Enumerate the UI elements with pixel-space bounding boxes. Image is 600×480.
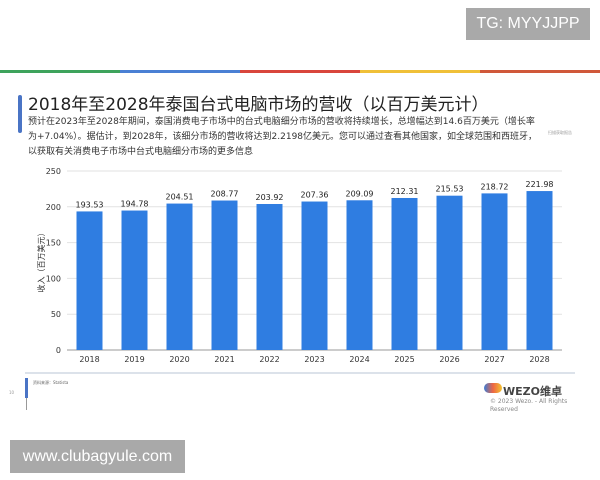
- x-tick-label: 2027: [484, 355, 504, 364]
- y-tick-label: 200: [46, 203, 61, 212]
- bar: [76, 211, 103, 350]
- y-tick-label: 100: [46, 274, 61, 283]
- bar: [121, 210, 148, 350]
- logo-text: WEZO维卓: [503, 385, 562, 398]
- x-tick-label: 2028: [529, 355, 549, 364]
- stripe-segment: [360, 70, 480, 73]
- data-label: 204.51: [166, 193, 194, 202]
- x-tick-label: 2025: [394, 355, 414, 364]
- x-tick-label: 2018: [79, 355, 99, 364]
- stripe-segment: [480, 70, 600, 73]
- data-label: 207.36: [301, 191, 329, 200]
- y-tick-label: 0: [56, 346, 61, 355]
- data-label: 212.31: [391, 187, 419, 196]
- bar: [166, 203, 193, 350]
- color-stripe: [0, 70, 600, 73]
- watermark-top: TG: MYYJJPP: [466, 8, 590, 40]
- data-label: 193.53: [76, 200, 104, 209]
- x-tick-label: 2020: [169, 355, 189, 364]
- side-note: 扫描获取报告: [548, 130, 572, 135]
- data-label: 203.92: [256, 193, 284, 202]
- data-label: 218.72: [481, 182, 509, 191]
- y-tick-label: 250: [46, 167, 61, 176]
- x-tick-label: 2023: [304, 355, 324, 364]
- source-text: 资料来源：Statista: [33, 380, 69, 385]
- x-tick-label: 2022: [259, 355, 279, 364]
- page-number: 10: [9, 390, 15, 395]
- bar: [211, 200, 238, 350]
- y-tick-label: 50: [51, 310, 61, 319]
- copyright: © 2023 Wezo. - All Rights Reserved: [490, 398, 568, 413]
- watermark-bottom: www.clubagyule.com: [10, 440, 185, 473]
- data-label: 208.77: [211, 190, 239, 199]
- source-accent: [25, 378, 28, 398]
- data-label: 194.78: [121, 200, 149, 209]
- bar: [301, 201, 328, 350]
- bar: [436, 195, 463, 350]
- bar: [256, 203, 283, 350]
- stripe-segment: [0, 70, 120, 73]
- wezo-logo-icon: [484, 383, 502, 393]
- description: 预计在2023年至2028年期间，泰国消费电子市场中的台式电脑细分市场的营收将持…: [28, 117, 538, 157]
- source-divider: [26, 398, 27, 410]
- data-label: 209.09: [346, 189, 374, 198]
- x-tick-label: 2026: [439, 355, 459, 364]
- data-label: 215.53: [436, 185, 464, 194]
- bar: [526, 191, 553, 350]
- stripe-segment: [240, 70, 360, 73]
- y-tick-label: 150: [46, 239, 61, 248]
- data-label: 221.98: [526, 180, 554, 189]
- x-tick-label: 2024: [349, 355, 369, 364]
- x-tick-label: 2019: [124, 355, 144, 364]
- page-title: 2018年至2028年泰国台式电脑市场的营收（以百万美元计）: [28, 95, 489, 115]
- bar: [346, 200, 373, 350]
- stripe-segment: [120, 70, 240, 73]
- bar: [481, 193, 508, 350]
- bar: [391, 197, 418, 350]
- title-accent: [18, 95, 22, 133]
- x-tick-label: 2021: [214, 355, 234, 364]
- y-axis-label: 收入（百万美元）: [36, 229, 46, 293]
